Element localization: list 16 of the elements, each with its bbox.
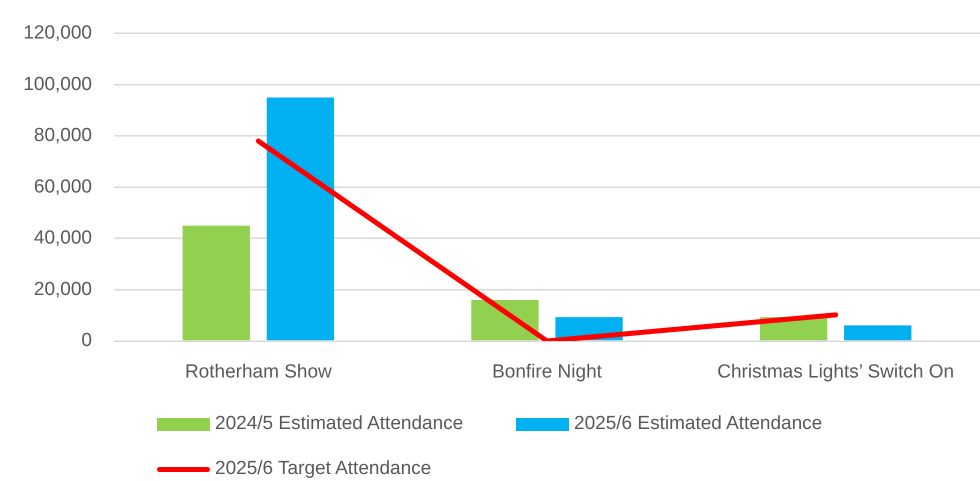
y-tick-label: 20,000 — [34, 278, 92, 300]
y-tick-label: 120,000 — [23, 22, 92, 44]
x-tick-label: Rotherham Show — [184, 362, 332, 383]
y-tick-label: 100,000 — [23, 74, 92, 95]
y-tick-label: 0 — [81, 330, 92, 352]
bar — [266, 97, 334, 340]
y-tick-label: 80,000 — [34, 125, 92, 146]
x-tick-label: Christmas Lights’ Switch On — [717, 362, 954, 383]
y-tick-label: 40,000 — [34, 228, 92, 249]
x-tick-label: Bonfire Night — [492, 362, 603, 383]
bar — [182, 226, 250, 340]
legend-label: 2025/6 Target Attendance — [215, 458, 432, 480]
legend-label: 2024/5 Estimated Attendance — [215, 413, 464, 435]
legend-label: 2025/6 Estimated Attendance — [574, 413, 822, 435]
y-tick-label: 60,000 — [34, 176, 92, 198]
bar — [844, 325, 912, 340]
